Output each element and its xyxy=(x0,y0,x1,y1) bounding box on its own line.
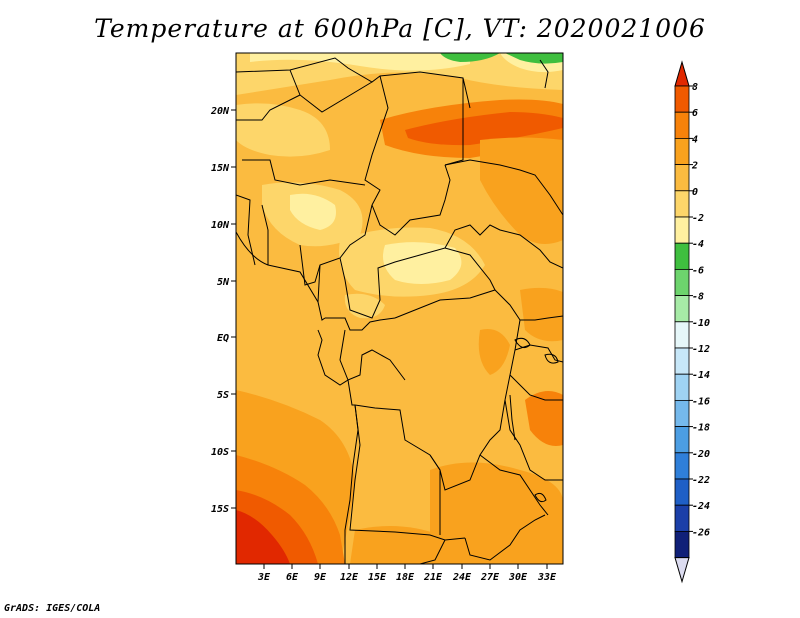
colorbar-arrow-top xyxy=(674,60,690,87)
lat-label: 5S xyxy=(217,390,229,401)
grads-credit: GrADS: IGES/COLA xyxy=(4,603,101,614)
colorbar-swatch xyxy=(674,190,690,218)
colorbar-swatch xyxy=(674,321,690,349)
lat-label: 20N xyxy=(210,106,230,117)
lon-label: 12E xyxy=(340,572,359,583)
lon-label: 9E xyxy=(314,572,327,583)
colorbar-arrow-bottom xyxy=(674,557,690,584)
colorbar-swatch xyxy=(674,478,690,506)
temperature-field xyxy=(236,53,563,564)
colorbar-label: -18 xyxy=(692,423,710,434)
colorbar-label: 0 xyxy=(692,187,698,198)
colorbar-swatch xyxy=(674,268,690,296)
lat-label: EQ xyxy=(217,333,229,344)
colorbar-label: -8 xyxy=(692,292,704,303)
colorbar-swatch xyxy=(674,216,690,244)
lat-label: 15S xyxy=(211,504,229,515)
colorbar-label: 6 xyxy=(692,108,698,119)
lon-label: 30E xyxy=(508,572,528,583)
colorbar-swatch xyxy=(674,504,690,532)
colorbar-swatch xyxy=(674,373,690,401)
lat-label: 15N xyxy=(211,163,230,174)
lon-label: 21E xyxy=(423,572,443,583)
map-frame xyxy=(235,52,564,565)
map-title: Temperature at 600hPa [C], VT: 202002100… xyxy=(94,14,706,43)
lat-label: 10N xyxy=(211,220,230,231)
colorbar-label: -4 xyxy=(692,239,704,250)
colorbar-label: -10 xyxy=(692,318,710,329)
colorbar-label: -2 xyxy=(692,213,704,224)
colorbar-label: -22 xyxy=(692,475,710,486)
colorbar-swatch xyxy=(674,399,690,427)
lat-label: 5N xyxy=(217,277,230,288)
lon-label: 6E xyxy=(286,572,299,583)
lat-label: 10S xyxy=(211,447,229,458)
country-borders xyxy=(236,57,563,564)
colorbar-swatch xyxy=(674,295,690,323)
colorbar-swatch xyxy=(674,164,690,192)
colorbar-label: 8 xyxy=(692,82,698,93)
colorbar-swatch xyxy=(674,111,690,139)
lon-label: 27E xyxy=(480,572,500,583)
colorbar-swatch xyxy=(674,452,690,480)
colorbar-label: -12 xyxy=(692,344,710,355)
colorbar-label: -24 xyxy=(692,501,710,512)
colorbar-swatch xyxy=(674,426,690,454)
colorbar-label: 4 xyxy=(692,134,698,145)
colorbar-label: 2 xyxy=(691,161,698,172)
colorbar-label: -20 xyxy=(692,449,710,460)
colorbar-swatch xyxy=(674,347,690,375)
colorbar-swatch xyxy=(674,242,690,270)
colorbar-swatch xyxy=(674,85,690,113)
colorbar-label: -6 xyxy=(692,265,704,276)
colorbar: 8 6 4 2 0 -2 -4 -6 -8 -10 -12 -14 -16 -18 -20 -22 -24 -26 xyxy=(674,60,710,584)
lon-label: 33E xyxy=(537,572,557,583)
lon-label: 3E xyxy=(257,572,271,583)
colorbar-label: -14 xyxy=(692,370,710,381)
lon-label: 24E xyxy=(452,572,472,583)
colorbar-label: -16 xyxy=(692,396,710,407)
lon-label: 15E xyxy=(368,572,387,583)
colorbar-swatch xyxy=(674,531,690,559)
colorbar-swatch xyxy=(674,137,690,165)
lon-label: 18E xyxy=(396,572,415,583)
colorbar-label: -26 xyxy=(692,527,710,538)
